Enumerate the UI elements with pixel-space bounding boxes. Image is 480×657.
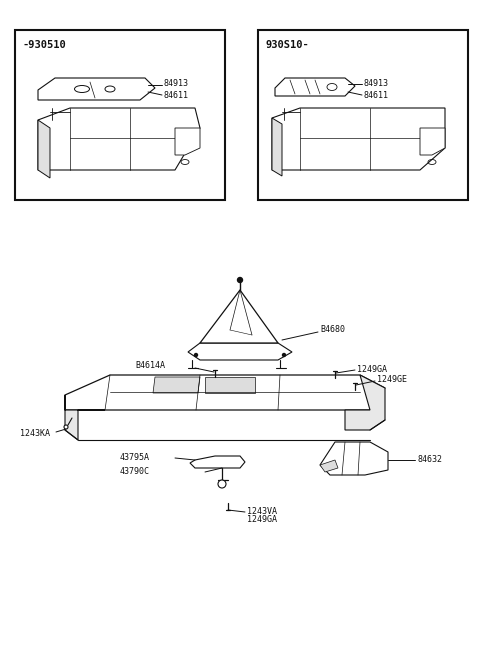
Polygon shape [345,375,385,430]
Text: 84913: 84913 [164,79,189,89]
Text: B4680: B4680 [320,325,345,334]
Polygon shape [38,108,200,170]
Polygon shape [200,290,278,343]
Polygon shape [65,375,385,410]
Circle shape [64,425,68,429]
Text: 1243VA: 1243VA [247,507,277,516]
Text: 43795A: 43795A [120,453,150,463]
Polygon shape [38,120,50,178]
Polygon shape [272,118,282,176]
Polygon shape [205,377,255,393]
Polygon shape [190,456,245,468]
Polygon shape [320,460,338,472]
Polygon shape [175,128,200,155]
Text: 1249GA: 1249GA [357,365,387,373]
Polygon shape [275,78,355,96]
Polygon shape [188,343,292,360]
Circle shape [283,353,286,357]
Circle shape [218,480,226,488]
Polygon shape [420,128,445,155]
Text: 1243KA: 1243KA [20,428,50,438]
Polygon shape [320,442,388,475]
Text: 84611: 84611 [364,91,389,99]
Polygon shape [38,78,155,100]
Text: B4614A: B4614A [135,361,165,371]
Text: 930S10-: 930S10- [266,40,310,50]
Text: -930510: -930510 [23,40,67,50]
Text: 84611: 84611 [164,91,189,99]
Circle shape [194,353,197,357]
Bar [258,30,468,200]
Circle shape [238,277,242,283]
Text: 1249GA: 1249GA [247,516,277,524]
Polygon shape [153,377,200,393]
Text: 1249GE: 1249GE [377,376,407,384]
Polygon shape [272,108,445,170]
Polygon shape [65,395,105,440]
Bar [15,30,225,200]
Text: 84913: 84913 [364,78,389,87]
Text: 84632: 84632 [417,455,442,464]
Text: 43790C: 43790C [120,468,150,476]
